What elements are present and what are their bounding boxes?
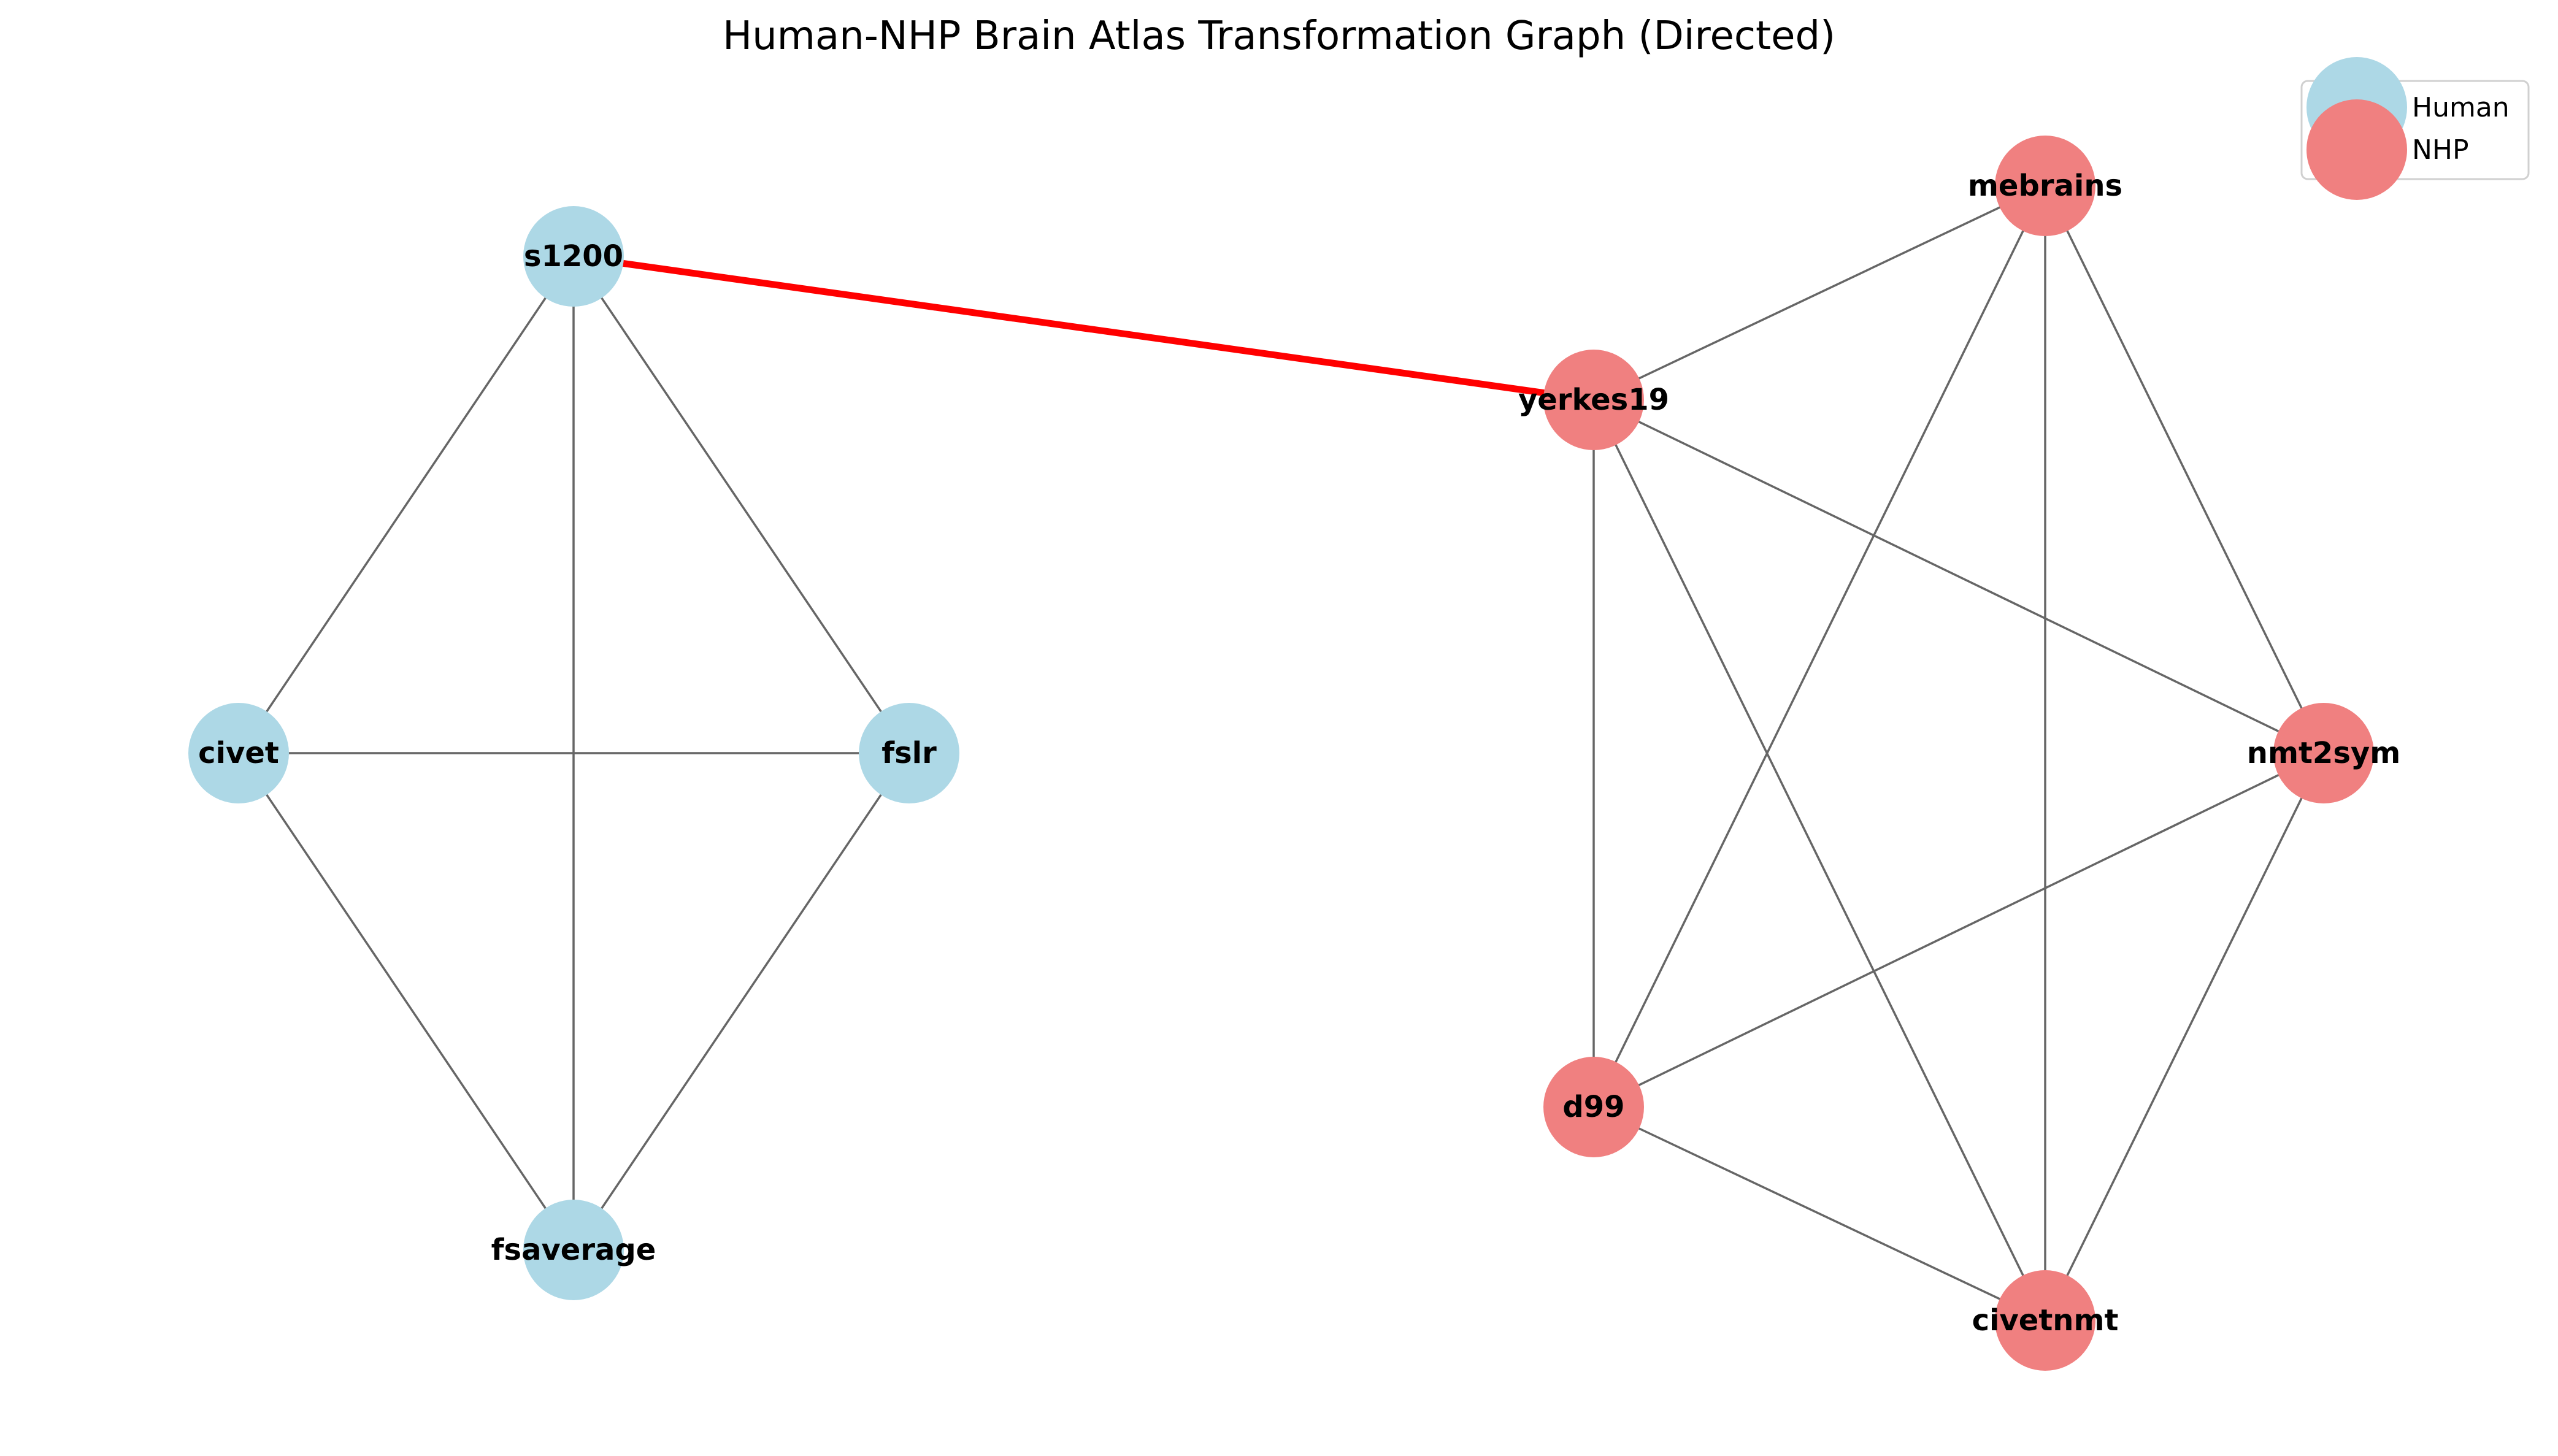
edge-s1200-yerkes19 (573, 253, 1594, 404)
node-label-s1200: s1200 (524, 239, 623, 274)
edge-yerkes19-civetnmt (1592, 399, 2046, 1321)
node-circle-mebrains (1995, 136, 2095, 236)
edge-fslr-fsaverage (572, 753, 910, 1251)
node-label-civetnmt: civetnmt (1972, 1303, 2119, 1338)
edge-nmt2sym-d99 (1593, 752, 2324, 1108)
node-civetnmt: civetnmt (1972, 1270, 2119, 1371)
edge-nmt2sym-civetnmt (2044, 753, 2325, 1321)
node-label-mebrains: mebrains (1968, 169, 2122, 203)
node-label-nmt2sym: nmt2sym (2247, 736, 2400, 770)
node-d99: d99 (1543, 1057, 1644, 1157)
legend-label-human: Human (2412, 92, 2510, 123)
edge-s1200-fslr (572, 256, 910, 754)
node-yerkes19: yerkes19 (1518, 350, 1669, 450)
edge-mebrains-yerkes19 (1593, 185, 2046, 401)
node-circle-fsaverage (523, 1200, 624, 1300)
node-circle-fslr (859, 703, 959, 803)
node-fslr: fslr (859, 703, 959, 803)
node-label-yerkes19: yerkes19 (1518, 383, 1669, 417)
node-label-civet: civet (198, 736, 279, 770)
node-circle-s1200 (523, 206, 624, 307)
node-civet: civet (188, 703, 289, 803)
node-label-fsaverage: fsaverage (491, 1233, 656, 1267)
node-label-fslr: fslr (881, 736, 937, 770)
node-s1200: s1200 (523, 206, 624, 307)
legend-label-nhp: NHP (2412, 134, 2469, 166)
node-circle-nmt2sym (2273, 703, 2374, 803)
nodes-layer: s1200 civet fslr fsaverage mebrains yerkes19 n… (188, 136, 2400, 1371)
node-circle-yerkes19 (1543, 350, 1644, 450)
edge-s1200-civet (237, 256, 575, 754)
graph-title: Human-NHP Brain Atlas Transformation Gra… (723, 13, 1835, 59)
node-circle-civetnmt (1995, 1270, 2095, 1371)
edge-civet-fsaverage (237, 753, 575, 1251)
node-circle-d99 (1543, 1057, 1644, 1157)
node-circle-civet (188, 703, 289, 803)
edge-mebrains-d99 (1592, 185, 2046, 1108)
edge-d99-civetnmt (1593, 1106, 2046, 1322)
edge-mebrains-nmt2sym (2044, 185, 2325, 754)
node-fsaverage: fsaverage (491, 1200, 656, 1300)
node-label-d99: d99 (1562, 1090, 1624, 1124)
edges-layer (237, 185, 2325, 1322)
node-mebrains: mebrains (1968, 136, 2122, 236)
legend-marker-nhp (2306, 99, 2407, 200)
edge-yerkes19-nmt2sym (1593, 399, 2324, 754)
node-nmt2sym: nmt2sym (2247, 703, 2400, 803)
legend: Human NHP (2300, 57, 2530, 200)
